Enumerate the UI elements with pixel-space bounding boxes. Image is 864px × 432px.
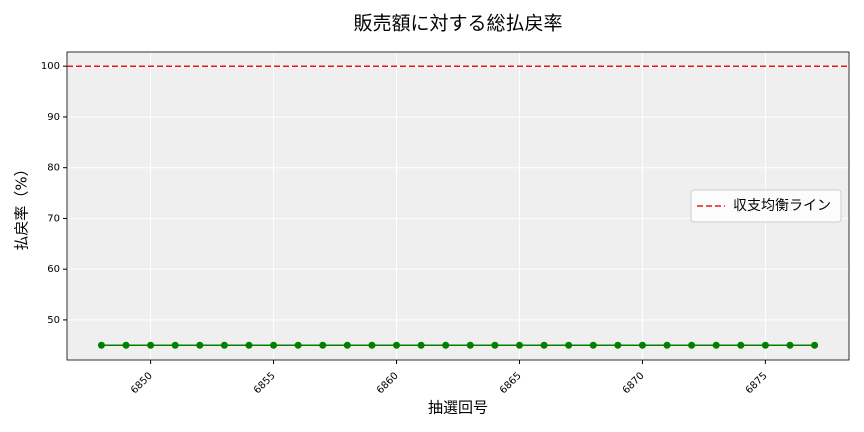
point [319, 341, 327, 349]
legend-label: 収支均衡ライン [733, 198, 831, 214]
point [245, 341, 253, 349]
point [147, 341, 155, 349]
point [220, 341, 228, 349]
x-tick-label: 6850 [129, 370, 155, 396]
y-tick-label: 70 [47, 213, 60, 224]
x-tick-label: 6865 [498, 370, 524, 396]
x-tick-label: 6860 [375, 370, 401, 396]
point [196, 341, 204, 349]
point [786, 341, 794, 349]
point [97, 341, 105, 349]
point [270, 341, 278, 349]
point [393, 341, 401, 349]
point [343, 341, 351, 349]
point [614, 341, 622, 349]
x-tick-label: 6870 [621, 370, 647, 396]
axes-frame [66, 51, 850, 361]
point [294, 341, 302, 349]
point [663, 341, 671, 349]
point [515, 341, 523, 349]
point [540, 341, 548, 349]
point [442, 341, 450, 349]
chart-title: 販売額に対する総払戻率 [353, 13, 562, 35]
legend [690, 189, 842, 223]
point [171, 341, 179, 349]
point [638, 341, 646, 349]
x-axis-label: 抽選回号 [428, 399, 488, 417]
y-tick-label: 90 [47, 112, 60, 123]
point [811, 341, 819, 349]
y-tick-label: 60 [47, 264, 60, 275]
point [368, 341, 376, 349]
point [589, 341, 597, 349]
point [565, 341, 573, 349]
point [761, 341, 769, 349]
point [122, 341, 130, 349]
point [491, 341, 499, 349]
point [737, 341, 745, 349]
y-axis-label: 払戻率（%） [13, 161, 31, 250]
y-tick-label: 80 [47, 163, 60, 174]
point [417, 341, 425, 349]
point [712, 341, 720, 349]
y-tick-label: 50 [47, 315, 60, 326]
point [466, 341, 474, 349]
x-tick-label: 6855 [252, 370, 278, 396]
x-tick-label: 6875 [744, 370, 770, 396]
y-tick-label: 100 [41, 61, 60, 72]
point [688, 341, 696, 349]
